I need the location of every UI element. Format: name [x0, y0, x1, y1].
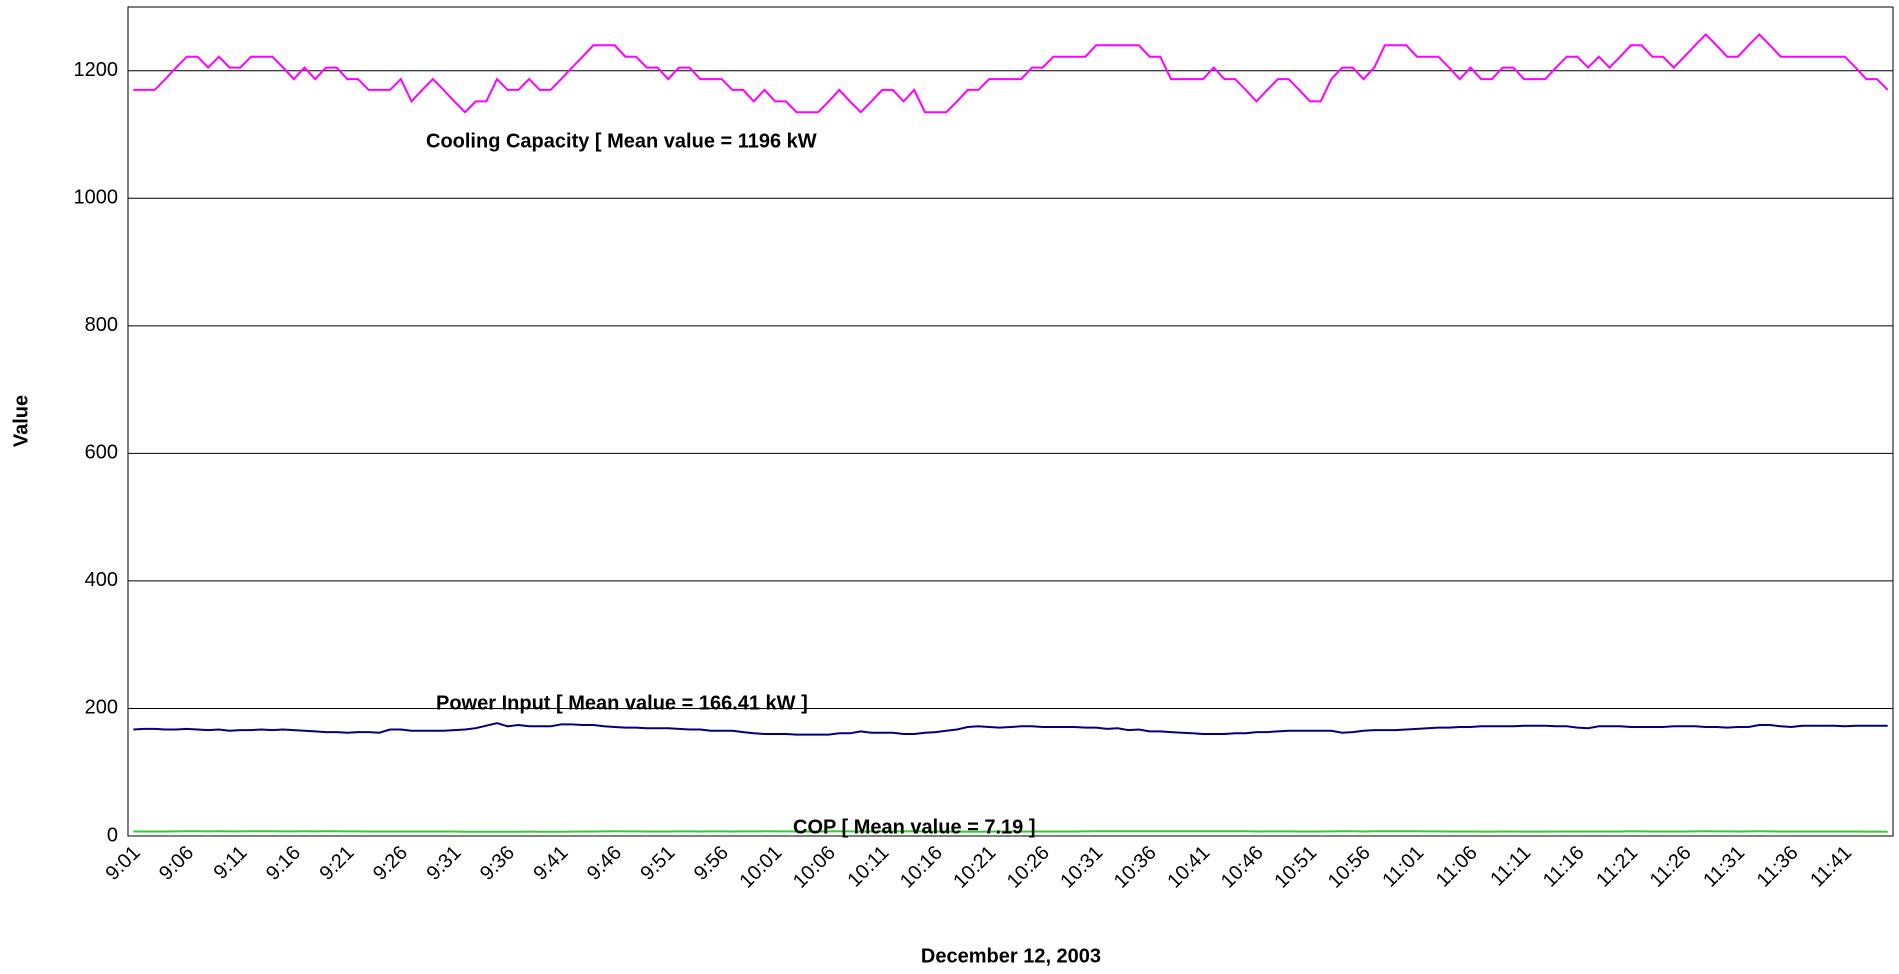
series-line [133, 722, 1888, 736]
annotation: Power Input [ Mean value = 166.41 kW ] [436, 692, 808, 714]
series-line [133, 830, 1888, 833]
x-tick-label: 10:26 [1003, 842, 1054, 893]
series-line [133, 32, 1889, 114]
x-tick-label: 9:11 [210, 842, 252, 884]
plot-frame [127, 6, 1894, 837]
x-tick-label: 11:06 [1432, 842, 1482, 892]
x-tick-label: 9:51 [636, 842, 679, 885]
x-tick-label: 9:26 [369, 842, 412, 885]
x-tick-label: 9:56 [690, 842, 733, 885]
x-tick-label: 10:41 [1163, 842, 1214, 893]
x-tick-label: 10:01 [735, 842, 786, 893]
y-tick-label: 1200 [74, 59, 119, 81]
x-tick-label: 9:16 [262, 842, 305, 885]
x-tick-label: 11:01 [1378, 842, 1428, 892]
x-tick-label: 11:21 [1592, 842, 1642, 892]
x-tick-label: 11:11 [1486, 842, 1535, 891]
annotation: COP [ Mean value = 7.19 ] [793, 816, 1036, 838]
x-tick-label: 11:31 [1699, 842, 1749, 892]
x-tick-label: 11:36 [1753, 842, 1803, 892]
x-tick-label: 10:56 [1324, 842, 1375, 893]
annotation: Cooling Capacity [ Mean value = 1196 kW [426, 130, 817, 152]
x-tick-label: 10:36 [1110, 842, 1161, 893]
x-tick-label: 10:21 [949, 842, 1000, 893]
y-tick-label: 200 [85, 697, 118, 719]
x-tick-label: 9:06 [155, 842, 198, 885]
x-tick-label: 10:51 [1270, 842, 1321, 893]
y-axis-label: Value [10, 395, 32, 447]
x-tick-label: 10:06 [789, 842, 840, 893]
x-tick-label: 9:01 [102, 842, 145, 885]
y-tick-label: 600 [85, 442, 118, 464]
x-tick-label: 9:41 [529, 842, 572, 885]
x-tick-label: 9:21 [315, 842, 358, 885]
x-tick-label: 10:46 [1217, 842, 1268, 893]
x-tick-label: 11:16 [1539, 842, 1589, 892]
y-tick-label: 400 [85, 569, 118, 591]
x-tick-label: 9:31 [422, 842, 465, 885]
y-tick-label: 1000 [74, 187, 119, 209]
x-tick-label: 9:36 [476, 842, 519, 885]
x-tick-label: 11:41 [1806, 842, 1856, 892]
x-tick-label: 11:26 [1646, 842, 1696, 892]
x-tick-label: 10:16 [896, 842, 947, 893]
y-tick-label: 0 [107, 824, 118, 846]
x-tick-label: 10:31 [1056, 842, 1107, 893]
x-tick-label: 9:46 [583, 842, 626, 885]
x-axis-label: December 12, 2003 [921, 945, 1101, 967]
x-tick-label: 10:11 [844, 842, 894, 892]
y-tick-label: 800 [85, 314, 118, 336]
